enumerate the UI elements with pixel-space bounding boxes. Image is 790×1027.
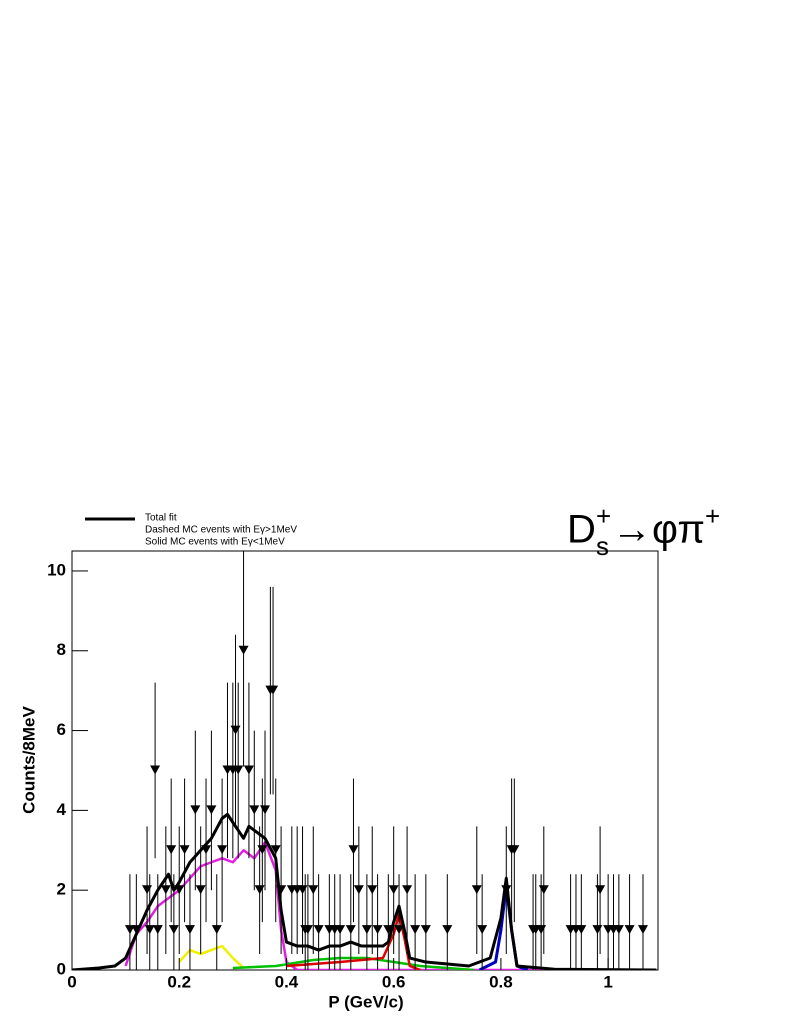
x-tick-label: 0.2 bbox=[167, 972, 191, 991]
data-point bbox=[124, 925, 135, 935]
legend-entry: Solid MC events with Eγ<1MeV bbox=[145, 537, 285, 548]
data-point bbox=[335, 925, 346, 935]
plot-frame bbox=[71, 550, 659, 971]
data-point bbox=[637, 925, 648, 935]
annotation: →φπ bbox=[612, 508, 705, 552]
data-point bbox=[195, 885, 206, 895]
data-point bbox=[348, 845, 359, 855]
data-point bbox=[211, 925, 222, 935]
x-tick-label: 0.4 bbox=[275, 972, 299, 991]
data-point bbox=[420, 925, 431, 935]
data-point bbox=[538, 885, 549, 895]
annotation: D bbox=[567, 508, 596, 552]
data-point bbox=[402, 885, 413, 895]
data-point bbox=[166, 845, 177, 855]
data-point bbox=[190, 805, 201, 815]
data-point bbox=[152, 925, 163, 935]
y-tick-label: 6 bbox=[57, 720, 66, 739]
data-point bbox=[442, 925, 453, 935]
plot-area bbox=[72, 551, 657, 970]
data-point bbox=[160, 885, 171, 895]
data-point bbox=[308, 885, 319, 895]
data-point bbox=[233, 765, 244, 775]
y-axis-label: Counts/8MeV bbox=[19, 706, 38, 814]
x-axis-label: P (GeV/c) bbox=[328, 992, 403, 1011]
annotation: + bbox=[596, 501, 611, 531]
data-point bbox=[367, 885, 378, 895]
data-point bbox=[576, 925, 587, 935]
data-point bbox=[388, 885, 399, 895]
data-point bbox=[144, 925, 155, 935]
data-point bbox=[254, 885, 265, 895]
data-point bbox=[302, 925, 313, 935]
x-tick-label: 1 bbox=[603, 972, 612, 991]
data-point bbox=[150, 765, 161, 775]
data-point bbox=[592, 925, 603, 935]
data-point bbox=[184, 925, 195, 935]
data-point bbox=[206, 805, 217, 815]
data-point bbox=[174, 885, 185, 895]
legend-entry: Dashed MC events with Eγ>1MeV bbox=[145, 525, 297, 536]
data-point bbox=[613, 925, 624, 935]
data-point bbox=[238, 645, 249, 655]
y-tick-label: 4 bbox=[57, 800, 67, 819]
data-point bbox=[268, 685, 279, 695]
legend-entry: Total fit bbox=[145, 513, 177, 524]
data-point bbox=[501, 885, 512, 895]
fit-curve bbox=[72, 812, 657, 970]
data-point bbox=[471, 885, 482, 895]
y-tick-label: 2 bbox=[57, 880, 66, 899]
data-point bbox=[624, 925, 635, 935]
data-point bbox=[477, 925, 488, 935]
data-point bbox=[243, 765, 254, 775]
data-point bbox=[394, 925, 405, 935]
data-point bbox=[270, 845, 281, 855]
data-point bbox=[179, 845, 190, 855]
y-tick-label: 8 bbox=[57, 640, 66, 659]
data-point bbox=[230, 725, 241, 735]
x-tick-label: 0.8 bbox=[489, 972, 513, 991]
data-point bbox=[276, 885, 287, 895]
y-tick-label: 0 bbox=[57, 959, 66, 978]
data-point bbox=[168, 925, 179, 935]
x-tick-label: 0.6 bbox=[382, 972, 406, 991]
x-tick-label: 0 bbox=[67, 972, 76, 991]
data-point bbox=[345, 925, 356, 935]
data-point bbox=[372, 925, 383, 935]
data-point bbox=[249, 805, 260, 815]
data-point bbox=[353, 885, 364, 895]
fit-curve bbox=[178, 944, 245, 969]
data-point bbox=[509, 845, 520, 855]
fit-curve bbox=[286, 912, 421, 970]
fit-curve bbox=[124, 841, 657, 970]
annotation: s bbox=[596, 531, 609, 561]
data-point bbox=[131, 925, 142, 935]
data-point bbox=[260, 805, 271, 815]
data-point bbox=[410, 925, 421, 935]
data-point bbox=[595, 885, 606, 895]
data-point bbox=[313, 925, 324, 935]
data-point bbox=[361, 925, 372, 935]
data-point bbox=[201, 845, 212, 855]
annotation: + bbox=[705, 501, 720, 531]
data-point bbox=[142, 885, 153, 895]
data-point bbox=[383, 925, 394, 935]
y-tick-label: 10 bbox=[47, 560, 66, 579]
data-point bbox=[217, 845, 228, 855]
